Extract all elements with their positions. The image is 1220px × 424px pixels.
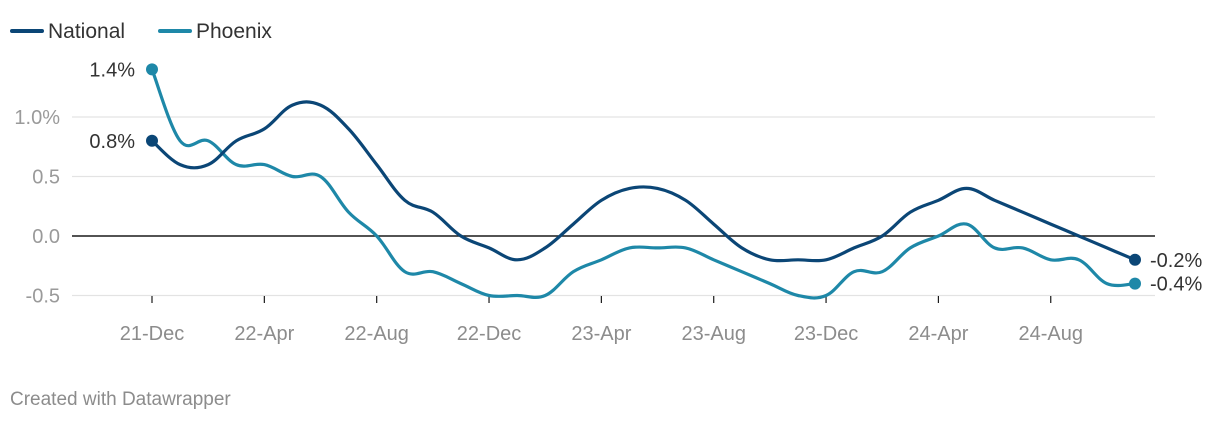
- x-tick-label: 24-Apr: [908, 323, 968, 345]
- y-tick-label: 1.0%: [14, 107, 60, 129]
- end-label-national: -0.2%: [1150, 250, 1202, 272]
- series-endpoints: [146, 63, 1141, 290]
- end-label-phoenix: -0.4%: [1150, 274, 1202, 296]
- data-labels: 0.8% -0.2% 1.4% -0.4%: [89, 59, 1202, 295]
- end-point-national: [1129, 253, 1141, 266]
- series-line-national: [150, 100, 1137, 263]
- y-tick-label: -0.5: [26, 286, 60, 308]
- x-tick-label: 21-Dec: [120, 323, 184, 345]
- start-label-phoenix: 1.4%: [89, 59, 135, 81]
- x-tick-label: 22-Dec: [457, 323, 521, 345]
- x-tick-label: 22-Apr: [234, 323, 294, 345]
- x-tick-label: 23-Dec: [794, 323, 858, 345]
- end-point-phoenix: [1129, 277, 1141, 290]
- y-tick-label: 0.5: [32, 167, 60, 189]
- y-axis-ticks: 1.0% 0.5 0.0 -0.5: [14, 107, 60, 308]
- series-line-phoenix: [150, 67, 1137, 300]
- x-tick-label: 22-Aug: [344, 323, 409, 345]
- legend: National Phoenix: [10, 20, 272, 43]
- legend-label-national: National: [48, 20, 125, 43]
- footer-credit: Created with Datawrapper: [10, 389, 231, 410]
- start-label-national: 0.8%: [89, 131, 135, 153]
- x-tick-label: 24-Aug: [1018, 323, 1083, 345]
- start-point-phoenix: [146, 63, 158, 76]
- y-tick-label: 0.0: [32, 226, 60, 248]
- x-tick-label: 23-Aug: [681, 323, 746, 345]
- x-tick-label: 23-Apr: [571, 323, 631, 345]
- gridlines: [72, 116, 1155, 297]
- series-lines: [150, 67, 1137, 300]
- legend-label-phoenix: Phoenix: [196, 20, 272, 43]
- start-point-national: [146, 134, 158, 147]
- x-axis-ticks: 21-Dec 22-Apr 22-Aug 22-Dec 23-Apr 23-Aug 23-D…: [120, 296, 1083, 345]
